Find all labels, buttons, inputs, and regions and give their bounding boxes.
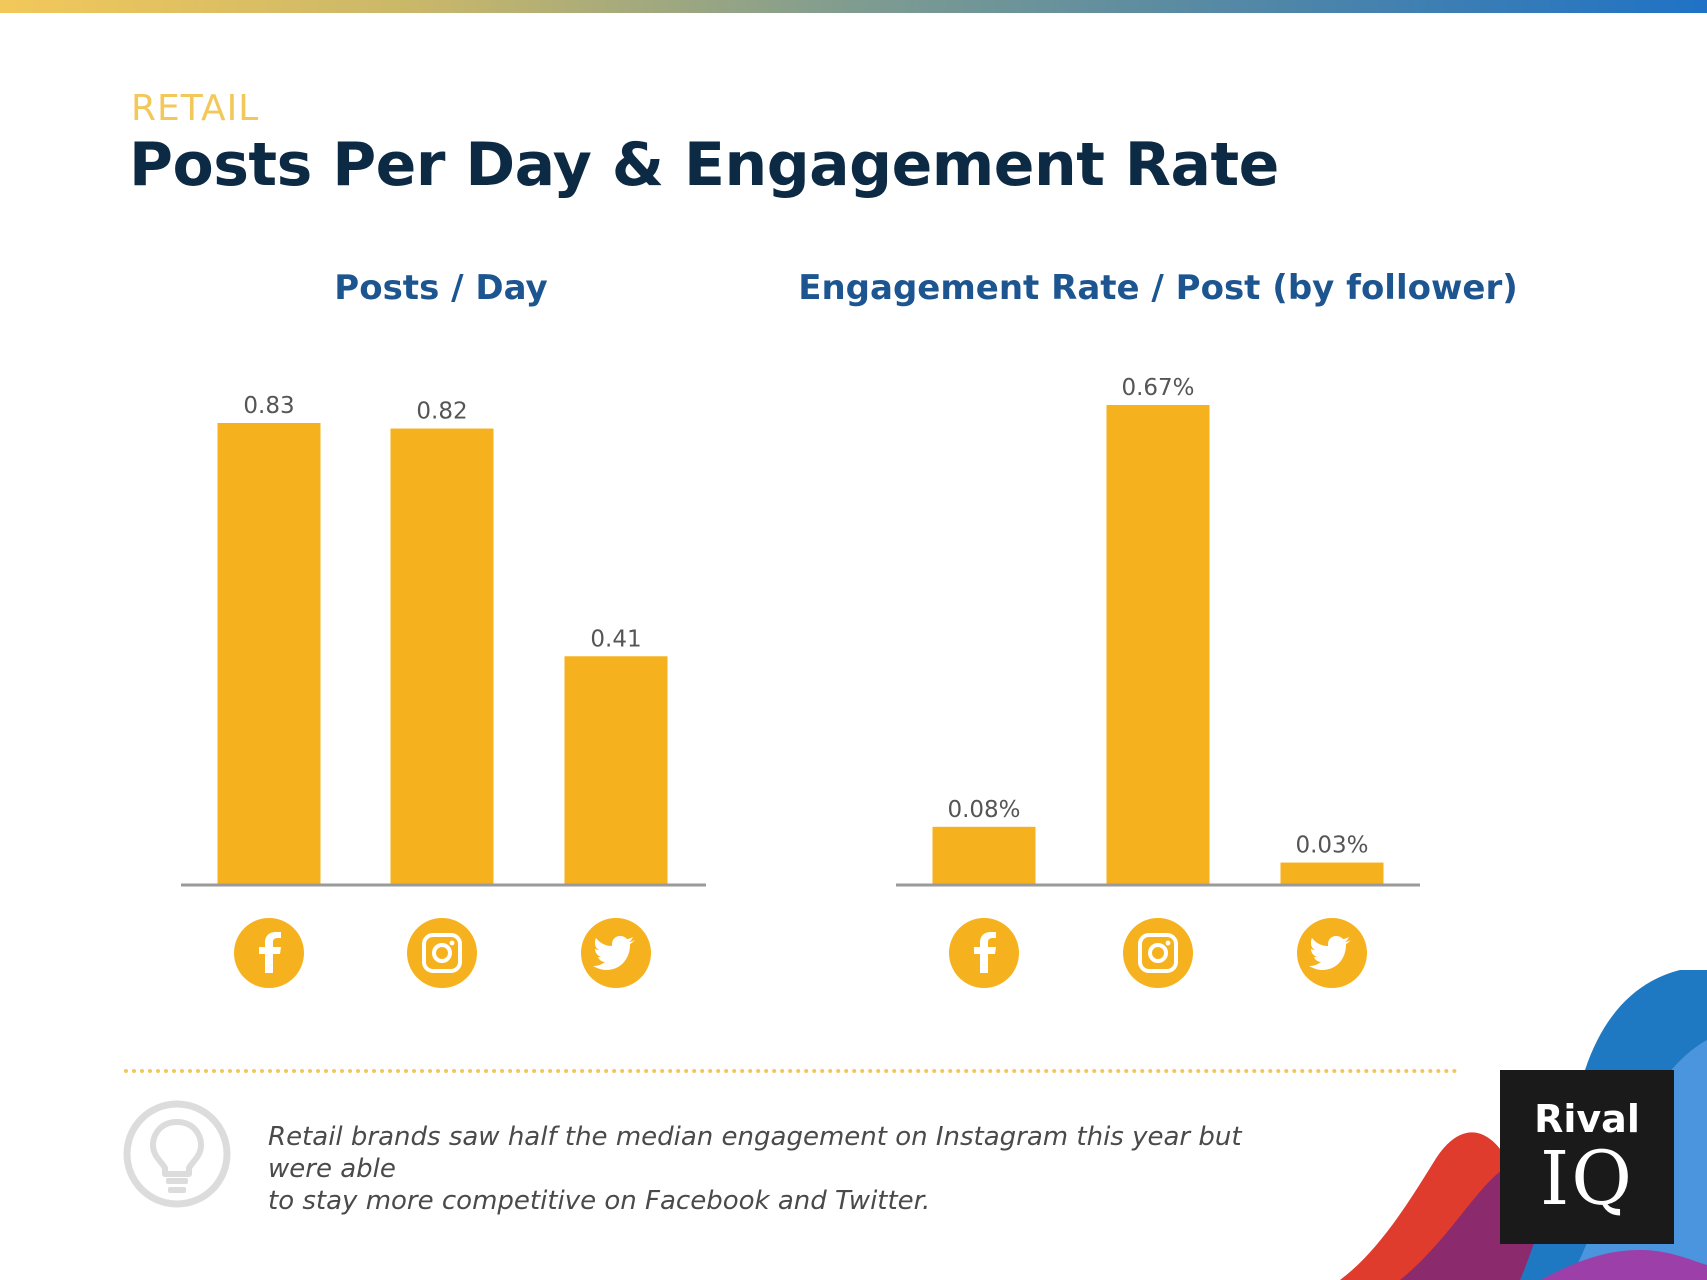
bar-twitter <box>1280 862 1384 884</box>
page-title: Posts Per Day & Engagement Rate <box>129 130 1279 200</box>
twitter-icon <box>581 918 651 988</box>
data-label: 0.03% <box>1295 833 1368 859</box>
insight-text: Retail brands saw half the median engage… <box>268 1122 1242 1216</box>
data-label: 0.67% <box>1121 375 1194 401</box>
chart-title: Posts / Day <box>334 268 547 308</box>
top-gradient-bar <box>0 0 1707 13</box>
section-divider <box>124 1069 1458 1073</box>
lightbulb-icon <box>123 1100 231 1208</box>
instagram-icon <box>1123 918 1193 988</box>
instagram-icon <box>407 918 477 988</box>
facebook-icon <box>949 918 1019 988</box>
bar-facebook <box>217 423 321 884</box>
data-label: 0.08% <box>947 797 1020 823</box>
logo-line-2: IQ <box>1540 1136 1634 1222</box>
bar-facebook <box>932 826 1036 884</box>
twitter-icon <box>1297 918 1367 988</box>
data-label: 0.82 <box>416 399 467 425</box>
bar-twitter <box>564 656 668 884</box>
rival-iq-logo: Rival IQ <box>1500 1070 1674 1244</box>
data-label: 0.83 <box>243 393 294 419</box>
logo-line-1: Rival <box>1534 1097 1640 1141</box>
chart-engagement-rate: Engagement Rate / Post (by follower) 0.08… <box>798 268 1518 988</box>
bar-instagram <box>390 428 494 884</box>
chart-posts-per-day: Posts / Day 0.83 0.82 0.41 <box>181 268 706 988</box>
bar-instagram <box>1106 405 1210 884</box>
data-label: 0.41 <box>590 626 641 652</box>
category-eyebrow: RETAIL <box>131 88 260 129</box>
charts-canvas: Posts / Day 0.83 0.82 0.41 Engagement Rate … <box>181 268 1518 988</box>
facebook-icon <box>234 918 304 988</box>
chart-title: Engagement Rate / Post (by follower) <box>798 268 1518 308</box>
